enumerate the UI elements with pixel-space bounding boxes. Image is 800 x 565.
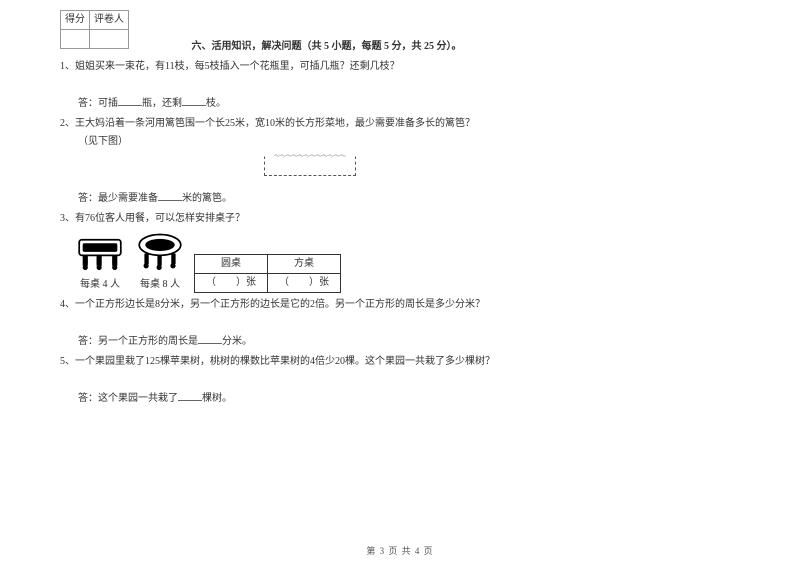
blank[interactable] <box>198 333 222 344</box>
score-label: 得分 <box>61 11 90 30</box>
seat-cell-square[interactable]: （ ）张 <box>268 274 341 293</box>
grader-label: 评卷人 <box>90 11 129 30</box>
round-desk-icon <box>134 231 186 271</box>
ans2-suffix: 米的篱笆。 <box>182 193 232 204</box>
square-desk-icon <box>74 231 126 271</box>
blank[interactable] <box>178 390 202 401</box>
answer-4: 答：另一个正方形的周长是 分米。 <box>78 333 560 350</box>
ans1-suffix: 枝。 <box>206 98 226 109</box>
score-box: 得分 评卷人 <box>60 10 129 49</box>
square-desk-item: 每桌 4 人 <box>74 231 126 293</box>
ans5-prefix: 答：这个果园一共栽了 <box>78 393 178 404</box>
blank[interactable] <box>118 95 142 106</box>
page-body: 得分 评卷人 六、活用知识，解决问题（共 5 小题，每题 5 分，共 25 分）… <box>60 10 560 409</box>
question-1: 1、姐姐买来一束花，有11枝，每5枝插入一个花瓶里，可插几瓶？还剩几枝？ <box>60 59 560 75</box>
ans1-mid: 瓶，还剩 <box>142 98 182 109</box>
answer-5: 答：这个果园一共栽了 棵树。 <box>78 390 560 407</box>
question-3: 3、有76位客人用餐，可以怎样安排桌子？ <box>60 211 560 227</box>
ans2-prefix: 答：最少需要准备 <box>78 193 158 204</box>
q3-row: 每桌 4 人 每桌 8 人 圆桌 方桌 （ ）张 （ ）张 <box>74 231 560 293</box>
desk-a-label: 每桌 4 人 <box>74 277 126 293</box>
section-title: 六、活用知识，解决问题（共 5 小题，每题 5 分，共 25 分）。 <box>192 41 462 52</box>
desk-b-label: 每桌 8 人 <box>134 277 186 293</box>
seat-header-square: 方桌 <box>268 255 341 274</box>
table-row: 圆桌 方桌 <box>195 255 341 274</box>
question-4: 4、一个正方形边长是8分米，另一个正方形的边长是它的2倍。另一个正方形的周长是多… <box>60 297 560 313</box>
ans4-suffix: 分米。 <box>222 336 252 347</box>
answer-2: 答：最少需要准备 米的篱笆。 <box>78 190 560 207</box>
page-footer: 第 3 页 共 4 页 <box>0 544 800 557</box>
blank[interactable] <box>158 190 182 201</box>
answer-1: 答：可插 瓶，还剩 枝。 <box>78 95 560 112</box>
seat-cell-round[interactable]: （ ）张 <box>195 274 268 293</box>
table-row: （ ）张 （ ）张 <box>195 274 341 293</box>
river-wave-icon: ～～～～～～～～～～～～ <box>259 153 361 163</box>
ans5-suffix: 棵树。 <box>202 393 232 404</box>
grader-empty <box>90 30 129 49</box>
round-desk-item: 每桌 8 人 <box>134 231 186 293</box>
header-row: 得分 评卷人 六、活用知识，解决问题（共 5 小题，每题 5 分，共 25 分）… <box>60 10 560 55</box>
question-5: 5、一个果园里栽了125棵苹果树，桃树的棵数比苹果树的4倍少20棵。这个果园一共… <box>60 354 560 370</box>
question-2-hint: （见下图） <box>78 134 560 150</box>
ans4-prefix: 答：另一个正方形的周长是 <box>78 336 198 347</box>
fence-rect: ～～～～～～～～～～～～ <box>264 156 356 176</box>
ans1-prefix: 答：可插 <box>78 98 118 109</box>
seat-table: 圆桌 方桌 （ ）张 （ ）张 <box>194 254 341 293</box>
seat-header-round: 圆桌 <box>195 255 268 274</box>
fence-diagram: ～～～～～～～～～～～～ <box>60 156 560 182</box>
score-empty <box>61 30 90 49</box>
blank[interactable] <box>182 95 206 106</box>
question-2: 2、王大妈沿着一条河用篱笆围一个长25米，宽10米的长方形菜地，最少需要准备多长… <box>60 116 560 132</box>
